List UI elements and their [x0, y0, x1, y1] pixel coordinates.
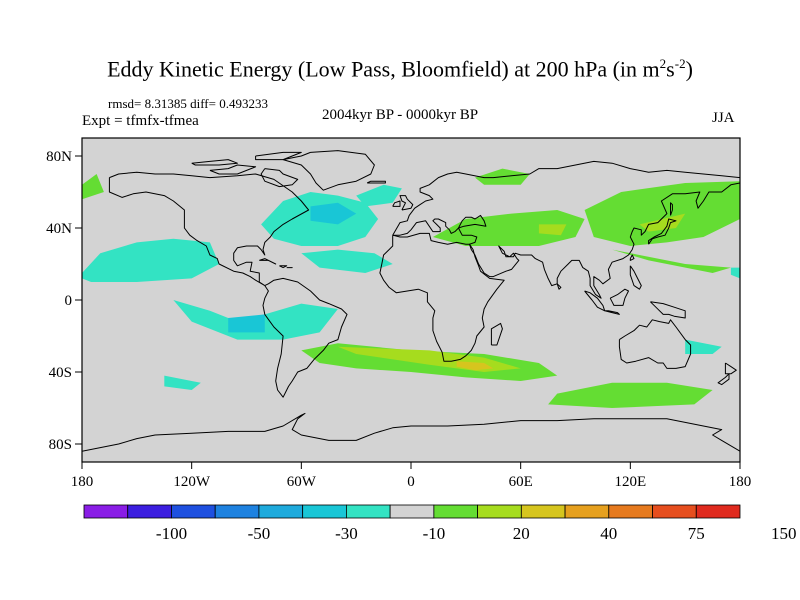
anomaly-region-neg_light — [730, 267, 740, 279]
coastline-segment — [392, 160, 740, 236]
colorbar-box — [302, 504, 347, 519]
colorbar-box — [345, 504, 391, 519]
colorbar-box — [83, 504, 129, 519]
anomaly-region-neg_mid — [310, 202, 357, 225]
coastline-segment — [379, 232, 505, 362]
coastline-segment — [191, 159, 238, 166]
anomaly-region-neg_mid — [228, 314, 265, 333]
colorbar-box — [695, 504, 741, 519]
colorbar-boxes — [83, 504, 741, 519]
colorbar-box — [214, 504, 260, 519]
coastline-segment — [648, 218, 677, 245]
coastline-segment — [366, 180, 386, 184]
colorbar-label: 20 — [513, 524, 530, 543]
title-main-text: Eddy Kinetic Energy (Low Pass, Bloomfiel… — [107, 56, 660, 82]
season-label: JJA — [712, 110, 735, 126]
anomaly-regions — [82, 168, 740, 408]
anomaly-region-neg_light — [82, 238, 220, 282]
colorbar-label: -10 — [423, 524, 446, 543]
anomaly-region-pos_light — [548, 382, 713, 408]
coastline-segment — [260, 168, 299, 188]
y-tick-label: 40N — [46, 221, 72, 237]
anomaly-region-pos_light — [82, 174, 104, 200]
coastline-segment — [724, 362, 737, 375]
colorbar-box — [520, 504, 566, 519]
coastline-segment — [259, 258, 277, 265]
anomaly-region-pos_mid — [639, 213, 686, 232]
colorbar-box — [389, 504, 435, 519]
title-mid-text: s — [666, 56, 675, 82]
anomaly-region-pos_strong — [456, 361, 494, 371]
coastline-segment — [82, 412, 740, 452]
coastline-segment — [556, 283, 562, 290]
colorbar-box — [258, 504, 304, 519]
coastline-segment — [650, 301, 686, 319]
x-tick-label: 180 — [71, 474, 94, 490]
coastline-segment — [392, 182, 740, 299]
anomaly-region-neg_light — [164, 375, 201, 390]
anomaly-region-neg_light — [301, 249, 393, 273]
colorbar-label: 150 — [771, 524, 797, 543]
coastline-segment — [584, 290, 606, 312]
period-label: 2004kyr BP - 0000kyr BP — [322, 107, 479, 123]
coastline-segment — [609, 288, 629, 306]
coastline-segment — [279, 265, 288, 269]
stats-label: rmsd= 8.31385 diff= 0.493233 — [108, 96, 268, 111]
coastlines — [82, 150, 740, 452]
title-superscript-2: -2 — [674, 56, 686, 71]
colorbar-label: -50 — [248, 524, 271, 543]
anomaly-region-pos_light — [432, 210, 585, 246]
y-tick-label: 0 — [65, 293, 73, 309]
title-superscript-1: 2 — [659, 56, 667, 71]
anomaly-region-pos_light — [612, 249, 731, 273]
colorbar-box — [127, 504, 172, 519]
coastline-segment — [629, 265, 642, 290]
x-tick-label: 180 — [729, 474, 752, 490]
colorbar-box — [652, 504, 697, 519]
anomaly-region-pos_mid — [538, 224, 567, 236]
coastline-segment — [108, 171, 348, 398]
colorbar-box — [608, 504, 653, 519]
colorbar-box — [433, 504, 478, 519]
anomaly-region-pos_light — [584, 181, 740, 246]
colorbar-label: -100 — [156, 524, 187, 543]
colorbar-box — [564, 504, 610, 519]
colorbar-box — [477, 504, 522, 519]
x-tick-label: 60W — [287, 474, 317, 490]
anomaly-region-neg_light — [356, 184, 402, 207]
x-tick-label: 120E — [614, 474, 646, 490]
colorbar-label: -30 — [335, 524, 358, 543]
y-tick-label: 80S — [49, 437, 72, 453]
coastline-segment — [282, 150, 375, 191]
coastline-segment — [490, 322, 503, 346]
coastline-segment — [670, 202, 673, 216]
coastline-segment — [392, 200, 401, 207]
coastline-segment — [255, 151, 302, 161]
coastline-segment — [399, 195, 414, 211]
coastline-segment — [209, 164, 257, 175]
y-tick-label: 80N — [46, 149, 72, 165]
colorbar-label: 75 — [688, 524, 705, 543]
anomaly-region-neg_light — [685, 339, 722, 354]
colorbar-label: 40 — [600, 524, 617, 543]
experiment-label: Expt = tfmfx-tfmea — [82, 113, 199, 129]
x-tick-label: 0 — [407, 474, 415, 490]
x-tick-label: 60E — [509, 474, 533, 490]
colorbar-box — [171, 504, 216, 519]
coastline-segment — [618, 319, 692, 369]
y-tick-label: 40S — [49, 365, 72, 381]
coastline-segment — [717, 373, 730, 386]
x-tick-label: 120W — [173, 474, 211, 490]
title-end-text: ) — [685, 56, 693, 82]
coastline-segment — [604, 310, 620, 315]
coastline-segment — [629, 254, 635, 261]
figure-title: Eddy Kinetic Energy (Low Pass, Bloomfiel… — [0, 56, 800, 82]
colorbar-labels: -100 -50 -30 -10 20 40 75 150 — [156, 524, 797, 543]
axis-ticks: 180 120W 60W 0 60E 120E 180 80N 40N 0 40S 80S — [46, 149, 751, 490]
